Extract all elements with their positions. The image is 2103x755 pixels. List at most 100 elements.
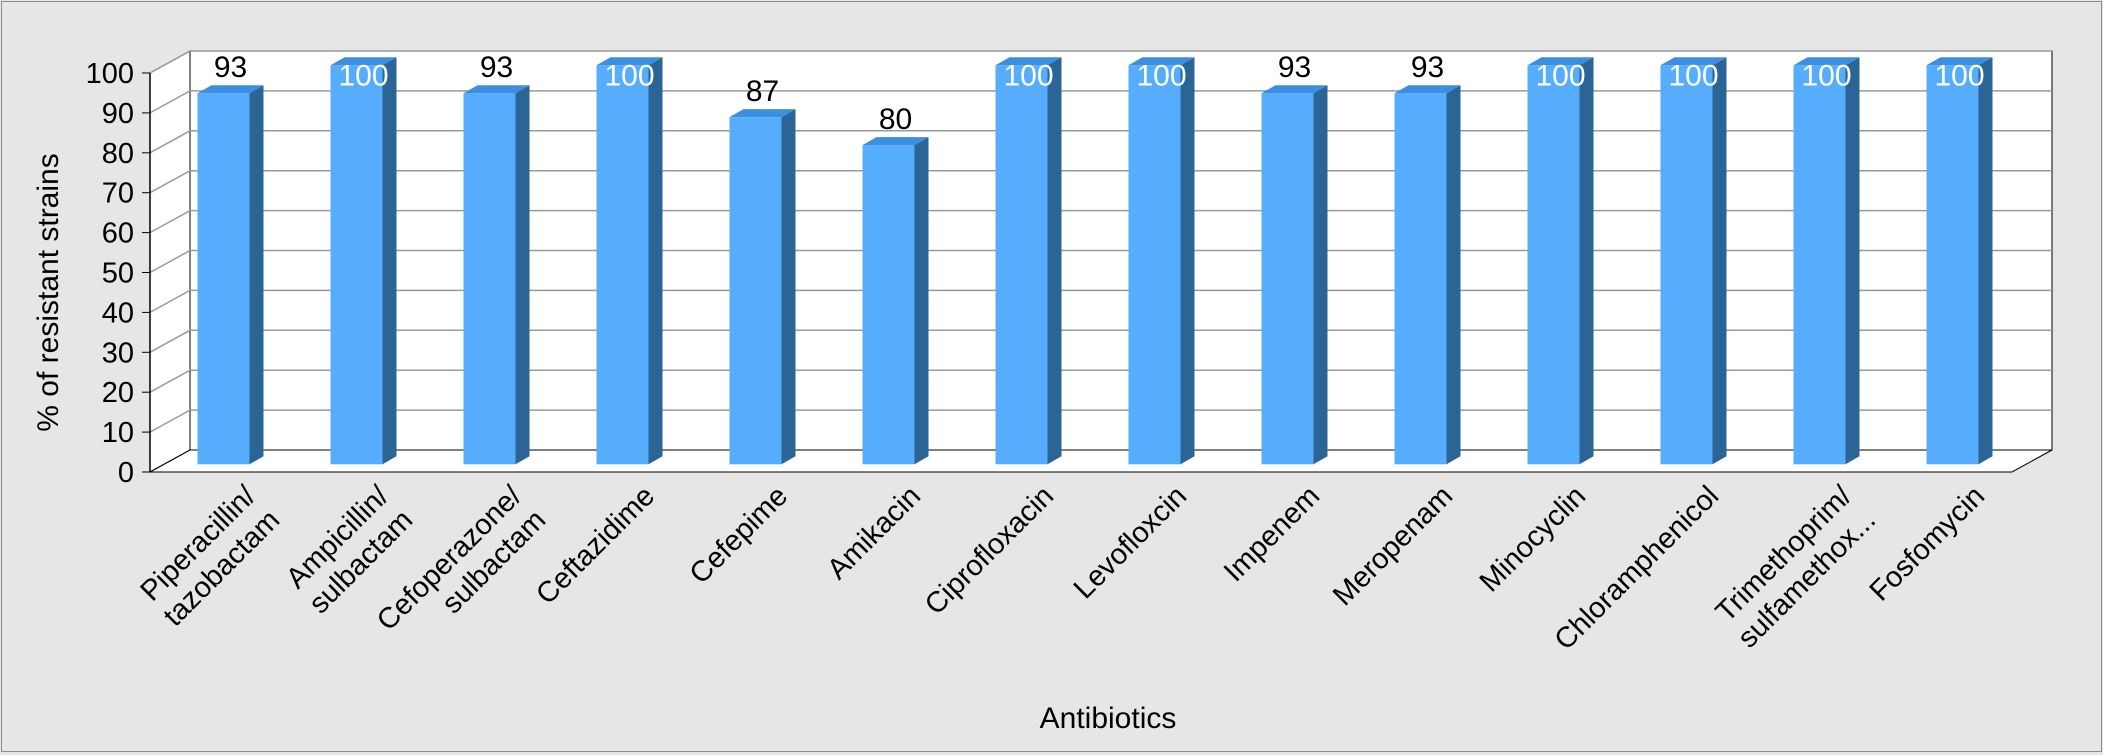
x-category-label: Trimethoprim/sulfamethox... [1708,479,1883,654]
bar-top [596,57,663,66]
data-label: 93 [1411,51,1444,84]
bar-top [197,85,264,94]
x-category-label: Fosfomycin [1864,480,1991,607]
x-category-label: Amikacin [821,480,927,586]
bar-front [729,117,782,465]
data-label: 93 [1278,51,1311,84]
data-label: 100 [1136,59,1186,92]
bar-front [1527,65,1580,465]
bar-front [1128,65,1181,465]
floor [149,449,2053,473]
data-label: 100 [1003,59,1053,92]
bar-side [1712,57,1727,465]
x-category-label: Levofloxcin [1068,480,1193,605]
x-axis-title: Antibiotics [1040,702,1177,735]
data-label: 80 [879,103,912,136]
bar-side [648,57,663,465]
x-category-labels: Piperacillin/tazobactamAmpicillin/sulbac… [133,479,1991,656]
bar-side [515,85,530,465]
y-tick-label: 60 [102,218,134,250]
bars [197,57,1993,465]
bar [596,57,663,465]
bar-top [1394,85,1461,94]
bar-top [463,85,530,94]
data-label: 93 [214,51,247,84]
bar-front [596,65,649,465]
bar-front [995,65,1048,465]
bar-top [862,137,929,146]
x-category-label-line: Ciprofloxacin [919,480,1060,621]
bar [1261,85,1328,465]
bar-top [1926,57,1993,66]
bar-side [1180,57,1195,465]
x-category-label-line: Meropenam [1327,480,1459,612]
data-label: 93 [480,51,513,84]
bar [1660,57,1727,465]
y-tick-label: 30 [102,337,134,369]
data-labels: 93 100 93 100 87 80 100 100 93 93 100 100 100 100 [214,51,1985,136]
bar-side [249,85,264,465]
bar [862,137,929,465]
bar-front [1261,93,1314,465]
bar-side [1845,57,1860,465]
bar [1926,57,1993,465]
bar-top [1793,57,1860,66]
y-tick-labels: 0 10 20 30 40 50 60 70 80 90 100 [86,58,151,489]
x-category-label: Cefepime [684,480,794,590]
x-category-label: Meropenam [1327,480,1459,612]
y-tick-label: 40 [102,297,134,329]
bar-side [382,57,397,465]
x-category-label-line: Minocyclin [1474,480,1592,598]
data-label: 87 [746,75,779,108]
bar [330,57,397,465]
bar-top [729,109,796,118]
bar-top [995,57,1062,66]
x-category-label: Ceftazidime [530,480,661,611]
bar-side [1579,57,1594,465]
bar-side [1047,57,1062,465]
x-category-label: Minocyclin [1474,480,1592,598]
x-category-label: Piperacillin/tazobactam [133,479,286,632]
x-category-label-line: Cefepime [684,480,794,590]
y-tick-label: 80 [102,138,134,170]
bar-side [1313,85,1328,465]
x-category-label-line: Fosfomycin [1864,480,1991,607]
data-label: 100 [1668,59,1718,92]
y-tick-label: 90 [102,98,134,130]
data-label: 100 [1535,59,1585,92]
bar-top [330,57,397,66]
y-tick-label: 70 [102,178,134,210]
x-category-label-line: Impenem [1218,480,1326,588]
gridline [149,50,2052,74]
y-tick-label: 100 [86,58,134,90]
x-category-label: Impenem [1218,480,1326,588]
y-axis-title: % of resistant strains [32,153,65,431]
bar-top [1128,57,1195,66]
bar-front [1926,65,1979,465]
y-tick-label: 20 [102,377,134,409]
data-label: 100 [338,59,388,92]
data-label: 100 [1801,59,1851,92]
y-tick-label: 0 [118,457,134,489]
bar-top [1660,57,1727,66]
bar-front [1660,65,1713,465]
bar-side [914,137,929,465]
bar-front [463,93,516,465]
x-category-label-line: Amikacin [821,480,927,586]
y-tick-label: 10 [102,417,134,449]
bar-front [862,145,915,465]
bar-front [1793,65,1846,465]
bar-top [1261,85,1328,94]
bar [729,109,796,465]
bar-side [1978,57,1993,465]
bar [1793,57,1860,465]
bar [995,57,1062,465]
bar [197,85,264,465]
bar-top [1527,57,1594,66]
bar-front [1394,93,1447,465]
y-tick-label: 50 [102,258,134,290]
bar [463,85,530,465]
x-category-label: Ciprofloxacin [919,480,1060,621]
